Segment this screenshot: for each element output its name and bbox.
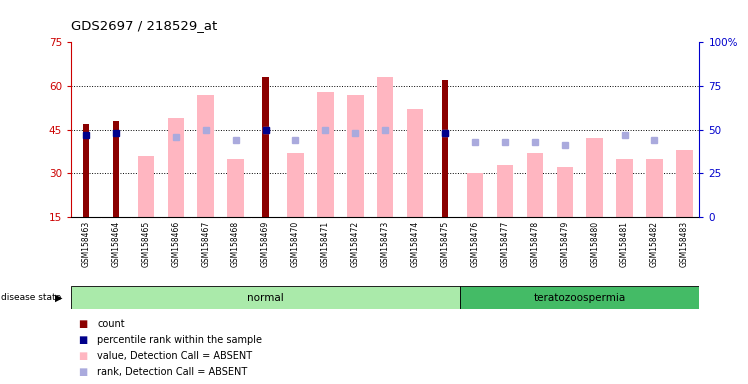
Text: GSM158483: GSM158483 bbox=[680, 221, 689, 267]
Text: GSM158463: GSM158463 bbox=[82, 221, 91, 267]
Text: ▶: ▶ bbox=[55, 293, 62, 303]
Text: value, Detection Call = ABSENT: value, Detection Call = ABSENT bbox=[97, 351, 252, 361]
Text: GSM158473: GSM158473 bbox=[381, 221, 390, 267]
Bar bbox=[497, 165, 513, 217]
Text: ■: ■ bbox=[79, 367, 88, 377]
Bar bbox=[557, 167, 573, 217]
Bar bbox=[347, 95, 364, 217]
Text: GSM158480: GSM158480 bbox=[590, 221, 599, 267]
Bar bbox=[71, 286, 460, 309]
Text: GSM158475: GSM158475 bbox=[441, 221, 450, 267]
Bar bbox=[227, 159, 244, 217]
Text: GSM158472: GSM158472 bbox=[351, 221, 360, 267]
Bar bbox=[83, 124, 89, 217]
Text: GSM158474: GSM158474 bbox=[411, 221, 420, 267]
Text: count: count bbox=[97, 319, 125, 329]
Bar bbox=[646, 159, 663, 217]
Text: teratozoospermia: teratozoospermia bbox=[533, 293, 626, 303]
Text: GSM158467: GSM158467 bbox=[201, 221, 210, 267]
Bar bbox=[616, 159, 633, 217]
Bar bbox=[467, 173, 483, 217]
Text: GSM158464: GSM158464 bbox=[111, 221, 120, 267]
Bar bbox=[197, 95, 214, 217]
Text: ■: ■ bbox=[79, 335, 88, 345]
Text: GSM158470: GSM158470 bbox=[291, 221, 300, 267]
Text: GSM158479: GSM158479 bbox=[560, 221, 569, 267]
Bar bbox=[168, 118, 184, 217]
Text: GSM158471: GSM158471 bbox=[321, 221, 330, 267]
Text: GSM158482: GSM158482 bbox=[650, 221, 659, 267]
Text: GSM158469: GSM158469 bbox=[261, 221, 270, 267]
Text: rank, Detection Call = ABSENT: rank, Detection Call = ABSENT bbox=[97, 367, 248, 377]
Text: GSM158465: GSM158465 bbox=[141, 221, 150, 267]
Bar bbox=[676, 150, 693, 217]
Text: ■: ■ bbox=[79, 351, 88, 361]
Text: GDS2697 / 218529_at: GDS2697 / 218529_at bbox=[71, 19, 218, 32]
Text: ■: ■ bbox=[79, 319, 88, 329]
Text: percentile rank within the sample: percentile rank within the sample bbox=[97, 335, 263, 345]
Bar bbox=[138, 156, 154, 217]
Text: disease state: disease state bbox=[1, 293, 62, 302]
Bar bbox=[317, 92, 334, 217]
Text: GSM158478: GSM158478 bbox=[530, 221, 539, 267]
Text: normal: normal bbox=[247, 293, 284, 303]
Bar bbox=[460, 286, 699, 309]
Text: GSM158481: GSM158481 bbox=[620, 221, 629, 267]
Bar bbox=[586, 138, 603, 217]
Bar bbox=[527, 153, 543, 217]
Text: GSM158477: GSM158477 bbox=[500, 221, 509, 267]
Bar bbox=[377, 77, 393, 217]
Bar bbox=[442, 80, 448, 217]
Text: GSM158468: GSM158468 bbox=[231, 221, 240, 267]
Bar bbox=[407, 109, 423, 217]
Text: GSM158466: GSM158466 bbox=[171, 221, 180, 267]
Bar bbox=[263, 77, 269, 217]
Bar bbox=[113, 121, 119, 217]
Bar bbox=[287, 153, 304, 217]
Text: GSM158476: GSM158476 bbox=[470, 221, 479, 267]
